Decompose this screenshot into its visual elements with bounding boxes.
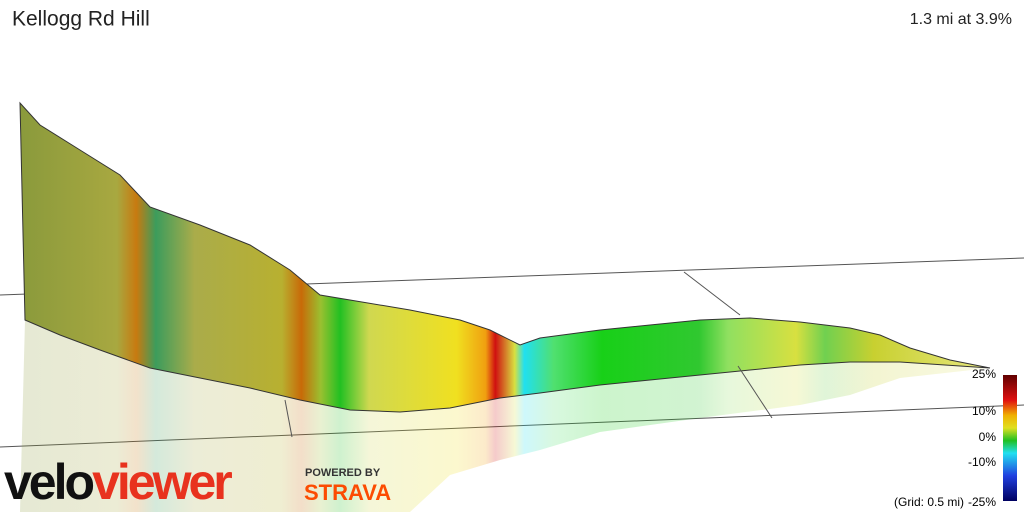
- logo: veloviewer: [4, 454, 232, 510]
- logo-part: viewer: [92, 454, 232, 510]
- legend-label: -25%: [968, 495, 996, 509]
- legend-label: 25%: [972, 367, 996, 381]
- grid-line: [683, 271, 741, 316]
- grid-front: [284, 365, 773, 438]
- grid-line: [737, 365, 773, 419]
- summary: 1.3 mi at 3.9%: [910, 11, 1012, 28]
- powered-by: POWERED BY: [305, 467, 381, 479]
- legend-label: 0%: [979, 430, 997, 444]
- reflection: [20, 320, 990, 512]
- logo-part: velo: [4, 454, 94, 510]
- color-scale: [1003, 375, 1017, 501]
- grid-note: (Grid: 0.5 mi): [894, 495, 964, 509]
- title: Kellogg Rd Hill: [12, 8, 150, 31]
- legend-label: -10%: [968, 455, 996, 469]
- legend-label: 10%: [972, 404, 996, 418]
- elevation-ribbon: [19, 101, 991, 413]
- grid-line: [284, 399, 293, 438]
- strava: STRAVA: [304, 480, 391, 505]
